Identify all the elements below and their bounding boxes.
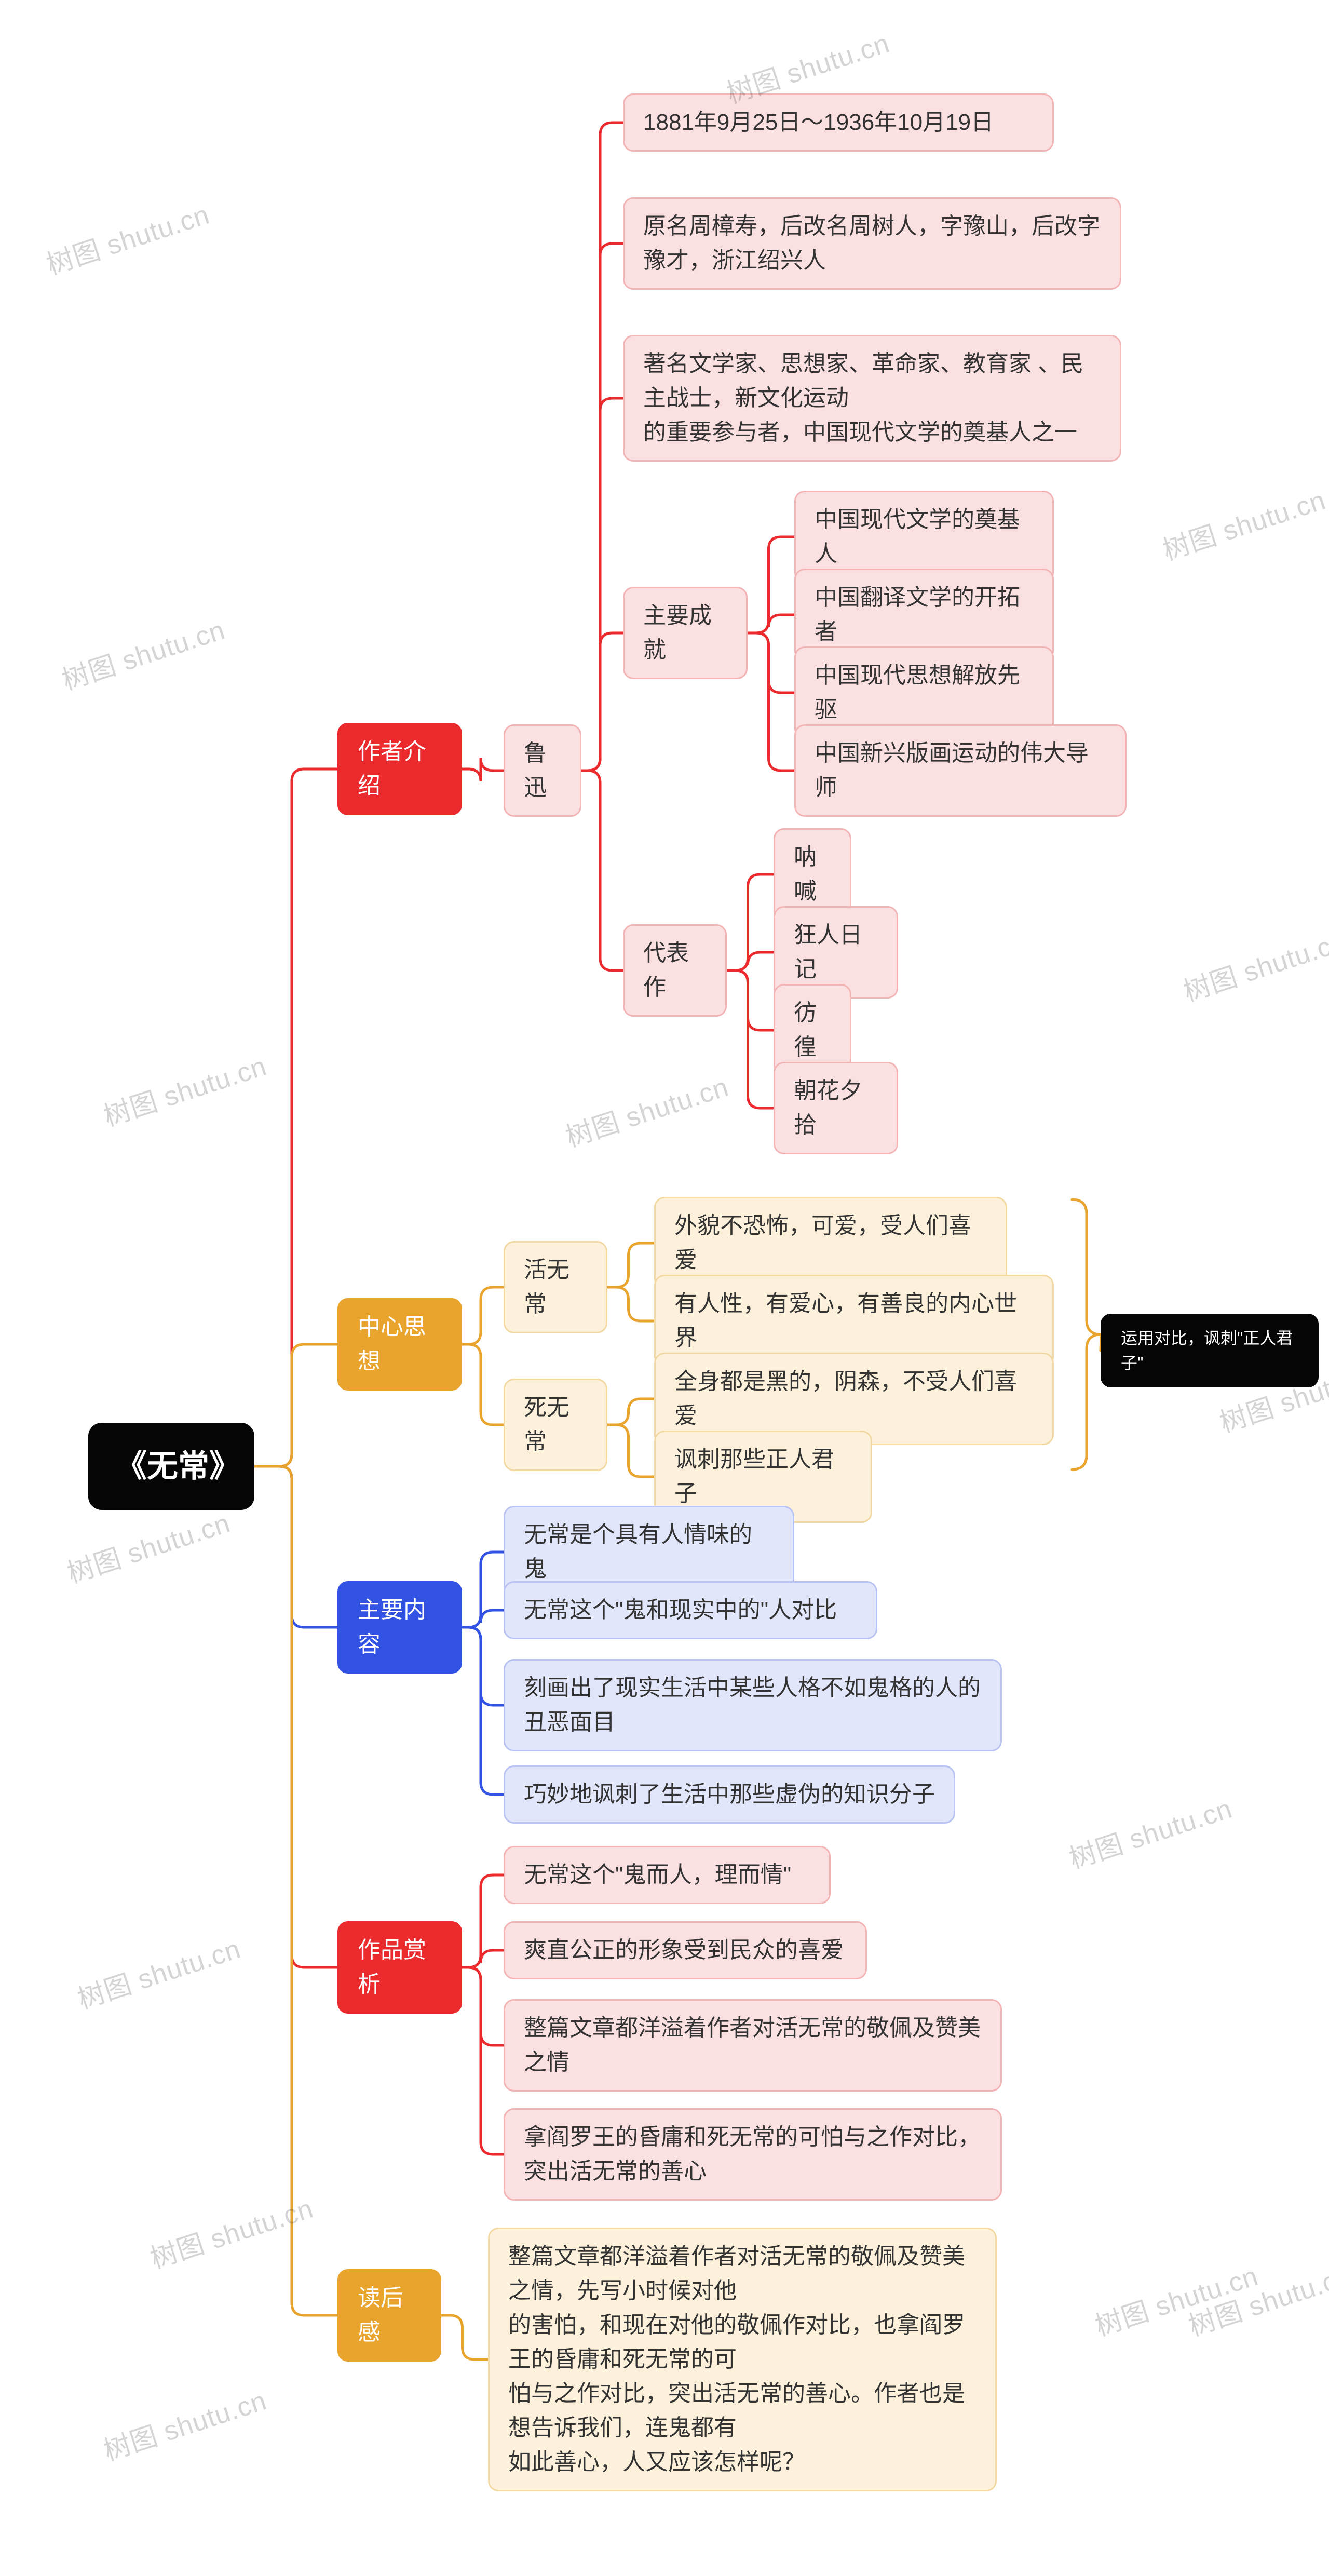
node-lx2: 原名周樟寿，后改名周树人，字豫山，后改字 豫才，浙江绍兴人 (623, 197, 1121, 290)
mindmap-canvas: 《无常》 作者介绍中心思想主要内容作品赏析读后感 鲁迅 1881年9月25日～1936… (0, 0, 1329, 2576)
node-b1: 作者介绍 (337, 723, 462, 815)
watermark: 树图 shutu.cn (61, 1501, 234, 1590)
watermark: 树图 shutu.cn (98, 1044, 270, 1134)
watermark: 树图 shutu.cn (1089, 2254, 1262, 2343)
watermark: 树图 shutu.cn (1063, 1787, 1236, 1876)
watermark: 树图 shutu.cn (1157, 478, 1329, 568)
node-sx2: 爽直公正的形象受到民众的喜爱 (504, 1921, 867, 1979)
node-lx3: 著名文学家、思想家、革命家、教育家 、民 主战士，新文化运动 的重要参与者，中国… (623, 335, 1121, 462)
watermark: 树图 shutu.cn (560, 1065, 733, 1154)
node-hw: 活无常 (504, 1241, 607, 1333)
watermark: 树图 shutu.cn (1177, 920, 1329, 1009)
node-b5: 读后感 (337, 2269, 441, 2362)
watermark: 树图 shutu.cn (56, 608, 229, 697)
node-sx4: 拿阎罗王的昏庸和死无常的可怕与之作对比， 突出活无常的善心 (504, 2108, 1002, 2201)
node-lx: 鲁迅 (504, 724, 581, 817)
node-mc4: 巧妙地讽刺了生活中那些虚伪的知识分子 (504, 1765, 955, 1824)
node-sx3: 整篇文章都洋溢着作者对活无常的敬佩及赞美 之情 (504, 1999, 1002, 2092)
watermark: 树图 shutu.cn (72, 1927, 245, 2016)
node-cj: 主要成就 (623, 587, 748, 679)
node-sum: 运用对比，讽刺"正人君子" (1101, 1314, 1319, 1387)
watermark: 树图 shutu.cn (98, 2379, 270, 2468)
node-sw: 死无常 (504, 1379, 607, 1471)
watermark: 树图 shutu.cn (144, 2187, 317, 2276)
node-lx1: 1881年9月25日～1936年10月19日 (623, 93, 1054, 152)
watermark: 树图 shutu.cn (40, 193, 213, 282)
node-dh1: 整篇文章都洋溢着作者对活无常的敬佩及赞美 之情，先写小时候对他 的害怕，和现在对… (488, 2228, 997, 2491)
node-mc2: 无常这个"鬼和现实中的"人对比 (504, 1581, 877, 1639)
node-root: 《无常》 (88, 1423, 254, 1510)
node-b4: 作品赏析 (337, 1921, 462, 2014)
node-dz4: 朝花夕拾 (774, 1062, 898, 1154)
node-mc3: 刻画出了现实生活中某些人格不如鬼格的人的 丑恶面目 (504, 1659, 1002, 1751)
node-b2: 中心思想 (337, 1298, 462, 1391)
node-b3: 主要内容 (337, 1581, 462, 1674)
node-cj4: 中国新兴版画运动的伟大导师 (794, 724, 1127, 817)
watermark: 树图 shutu.cn (1183, 2254, 1329, 2343)
node-sx1: 无常这个"鬼而人，理而情" (504, 1846, 831, 1904)
node-dz: 代表作 (623, 924, 727, 1017)
